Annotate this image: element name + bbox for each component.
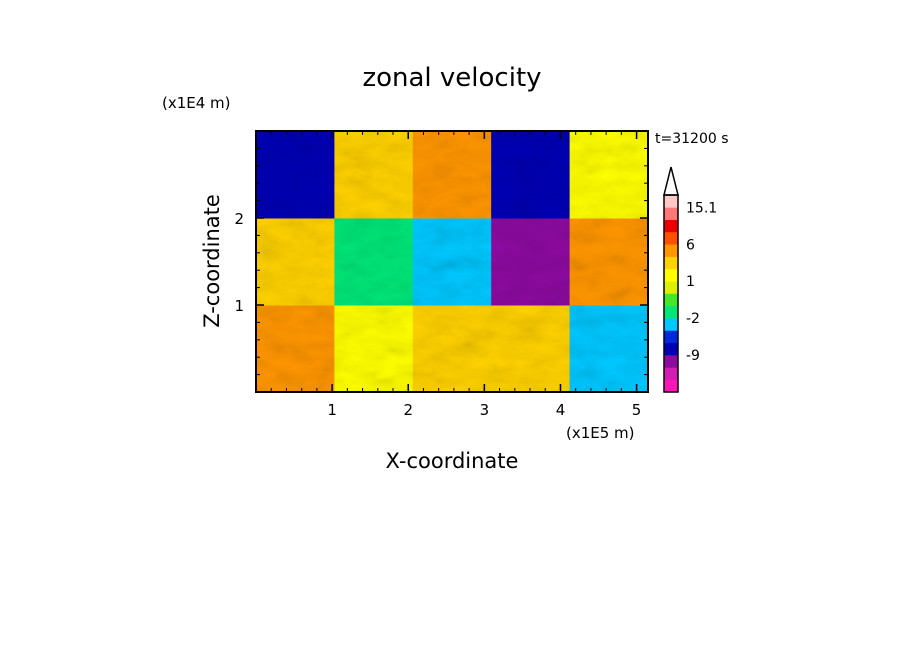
colorbar-swatch [664,231,678,245]
colorbar-swatch [664,219,678,233]
x-axis-label: X-coordinate [386,449,519,473]
colorbar-swatch [664,244,678,257]
heatmap-field [256,131,648,392]
colorbar-label: -9 [686,348,700,364]
y-tick-label: 2 [234,210,244,228]
colorbar-swatch [664,293,678,307]
x-tick-label: 4 [556,401,566,419]
colorbar-swatch [664,256,678,270]
colorbar-swatch [664,367,678,380]
x-ticks: 1 2 3 4 5 [270,131,642,419]
colorbar-swatch [664,268,678,282]
x-unit-label: (x1E5 m) [566,424,635,442]
heatmap-texture [256,131,648,392]
colorbar: 15.1 6 1 -2 -9 [663,166,717,393]
colorbar-swatch [664,330,678,344]
colorbar-swatch [664,355,678,368]
y-ticks: 12 [234,147,648,376]
time-label: t=31200 s [655,131,729,147]
plot-frame [255,130,649,393]
x-tick-label: 2 [403,401,413,419]
y-tick-label: 1 [234,297,244,315]
colorbar-swatch [664,379,678,393]
colorbar-label: -2 [686,311,700,327]
colorbar-swatch [664,195,678,208]
colorbar-swatch [664,207,678,220]
x-tick-label: 3 [480,401,490,419]
colorbar-frame [663,194,679,393]
x-tick-label: 1 [327,401,337,419]
colorbar-label: 15.1 [686,200,717,216]
chart-title: zonal velocity [362,63,541,93]
colorbar-label: 6 [686,237,695,253]
x-tick-label: 5 [632,401,642,419]
colorbar-swatch [664,281,678,294]
y-axis-label: Z-coordinate [200,194,224,328]
colorbar-extension-arrow [663,166,679,196]
colorbar-label: 1 [686,274,695,290]
y-unit-label: (x1E4 m) [162,94,231,112]
colorbar-swatch [664,342,678,356]
colorbar-swatch [664,305,678,319]
colorbar-swatch [664,318,678,331]
